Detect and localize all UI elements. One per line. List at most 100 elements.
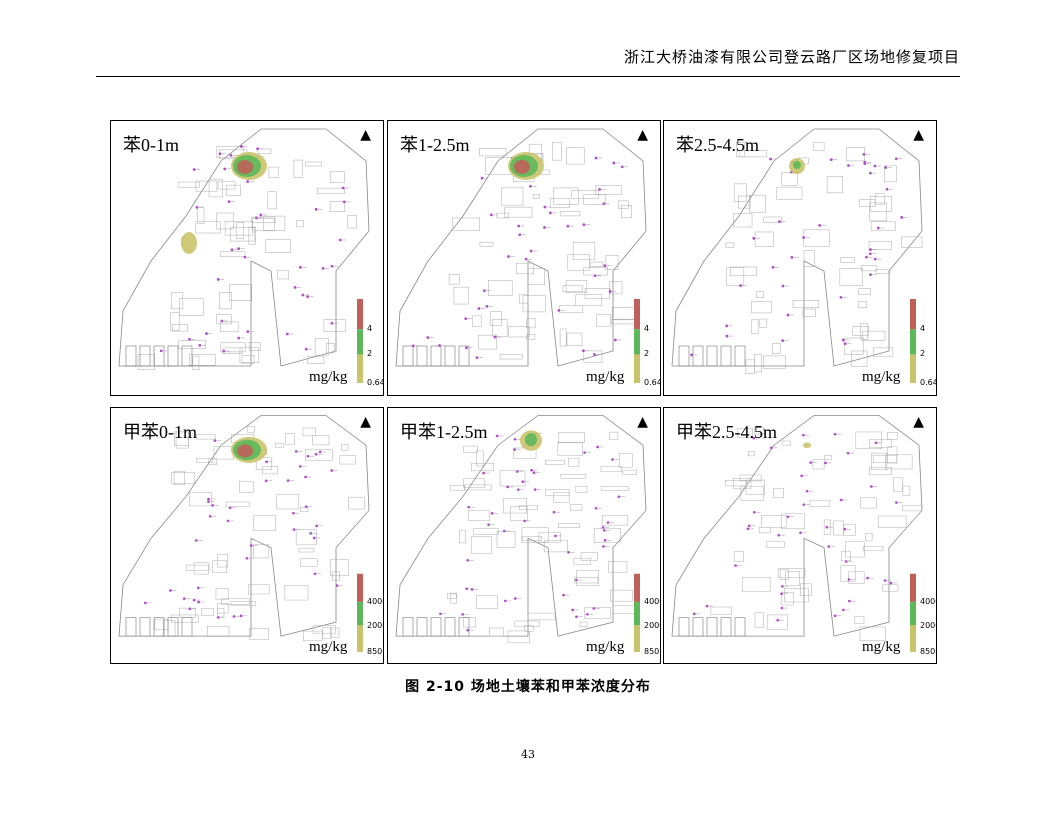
sample-point — [493, 335, 497, 339]
legend-tick: 4 — [920, 324, 926, 334]
sample-point — [725, 324, 729, 328]
sample-point — [529, 249, 533, 253]
map-panel-benzene-0-1m: 苯0-1m ▲ mg/kg 4 2 0.64 — [110, 120, 384, 396]
sample-point — [571, 608, 575, 612]
sample-point — [466, 628, 470, 632]
sample-point — [582, 349, 585, 353]
sample-point — [330, 469, 334, 472]
sample-point — [574, 578, 578, 582]
sample-point — [865, 255, 868, 259]
sample-point — [786, 313, 790, 317]
legend-low — [634, 625, 640, 652]
legend-unit: mg/kg — [586, 638, 625, 655]
legend-tick: 0.64 — [367, 378, 384, 387]
sample-point — [506, 485, 510, 489]
sample-point — [894, 157, 898, 161]
sample-point — [552, 510, 556, 514]
legend-tick: 4 — [367, 324, 373, 334]
legend-tick: 2 — [644, 349, 650, 359]
sample-point — [338, 238, 342, 242]
page-header: 浙江大桥油漆有限公司登云路厂区场地修复项目 — [96, 46, 960, 77]
sample-point — [883, 579, 887, 582]
sample-point — [778, 220, 781, 224]
sample-point — [809, 461, 813, 464]
site-boundary — [671, 415, 923, 637]
sample-point — [197, 600, 201, 604]
site-map — [395, 415, 647, 652]
north-arrow-icon: ▲ — [360, 414, 371, 430]
concentration-zone — [181, 232, 197, 254]
sample-point — [306, 454, 310, 458]
sample-point — [226, 519, 230, 523]
sample-point — [318, 450, 322, 454]
sample-point — [169, 589, 172, 592]
sample-point — [602, 545, 605, 548]
sample-point — [482, 289, 486, 293]
sample-point — [255, 216, 258, 220]
figure-caption: 图 2-10 场地土壤苯和甲苯浓度分布 — [405, 679, 651, 695]
sample-point — [321, 266, 325, 270]
panel-label: 甲苯0-1m — [123, 422, 197, 442]
sample-point — [315, 524, 319, 528]
sample-point — [195, 206, 199, 209]
sample-point — [285, 332, 289, 336]
sample-point — [780, 585, 784, 588]
sample-point — [596, 445, 600, 449]
sample-point — [517, 224, 521, 228]
sample-point — [863, 162, 867, 165]
sample-point — [800, 474, 804, 478]
legend-tick: 2000 — [644, 620, 660, 630]
sample-point — [575, 615, 578, 619]
sample-point — [554, 534, 557, 538]
sample-point — [228, 506, 232, 510]
north-arrow-icon: ▲ — [360, 127, 371, 143]
legend-tick: 4 — [644, 324, 650, 334]
sample-point — [335, 584, 339, 587]
sample-point — [466, 558, 470, 562]
sample-point — [240, 145, 243, 148]
legend-tick: 2000 — [367, 620, 383, 630]
legend-unit: mg/kg — [862, 369, 901, 385]
map-panel-benzene-2.5-4.5m: 苯2.5-4.5m ▲ mg/kg 4 2 0.64 — [663, 120, 937, 396]
sample-point — [521, 480, 525, 484]
sample-point — [207, 500, 210, 503]
sample-point — [464, 317, 468, 321]
sample-point — [843, 342, 847, 345]
panel-label: 苯0-1m — [123, 135, 179, 155]
sample-point — [841, 338, 845, 342]
sample-point — [159, 349, 163, 353]
sample-point — [229, 153, 233, 157]
sample-point — [874, 441, 878, 445]
legend-tick: 4000 — [644, 597, 660, 607]
sample-point — [802, 433, 805, 437]
sample-point — [246, 180, 250, 183]
sample-point — [603, 264, 607, 268]
sample-point — [869, 171, 872, 175]
concentration-zone — [525, 433, 537, 447]
sample-point — [480, 176, 484, 180]
site-boundary — [118, 415, 370, 637]
sample-point — [465, 346, 468, 350]
sample-point — [298, 265, 302, 269]
legend-tick: 4000 — [367, 597, 383, 607]
sample-point — [532, 471, 536, 475]
sample-point — [739, 284, 742, 287]
concentration-zone — [793, 161, 801, 169]
sample-point — [725, 334, 729, 338]
sample-point — [205, 332, 208, 335]
sample-point — [314, 452, 318, 456]
legend-low — [357, 354, 363, 383]
panel-label: 苯1-2.5m — [400, 135, 470, 155]
sample-point — [465, 587, 469, 591]
sample-point — [194, 539, 198, 542]
sample-point — [188, 337, 191, 341]
sample-point — [523, 519, 527, 523]
sample-point — [603, 539, 607, 542]
sample-point — [196, 586, 200, 590]
sample-point — [869, 248, 872, 251]
sample-point — [293, 286, 297, 289]
sample-point — [482, 471, 486, 475]
sample-point — [613, 338, 617, 342]
legend-high — [357, 573, 363, 602]
sample-point — [207, 497, 210, 501]
